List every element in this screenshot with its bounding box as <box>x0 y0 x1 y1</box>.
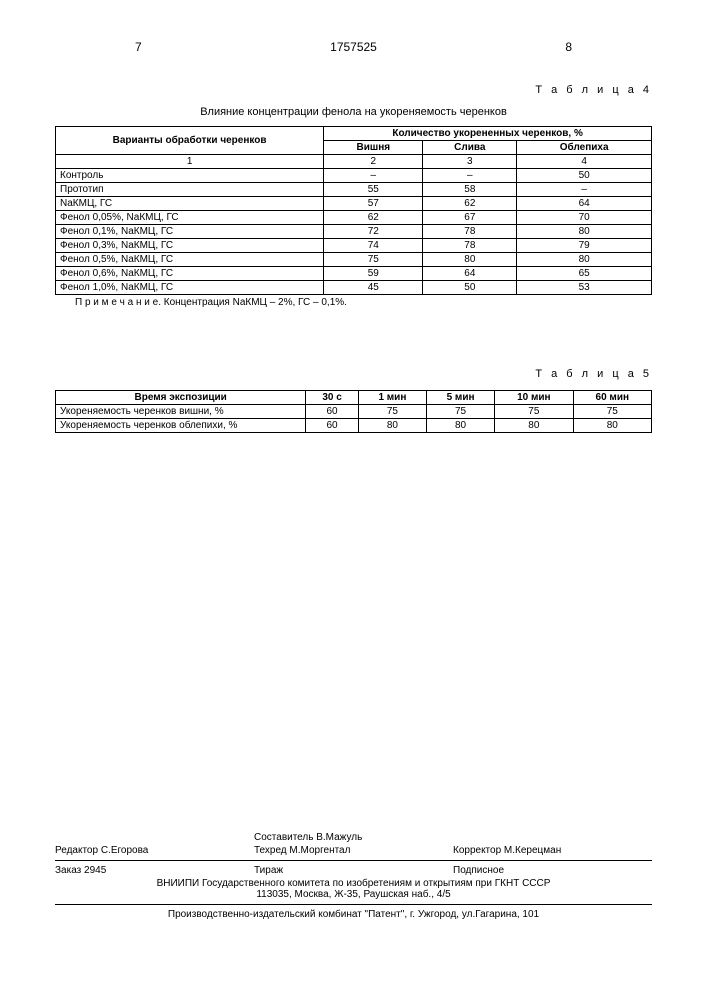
variant-cell: Фенол 0,6%, NaКМЦ, ГС <box>56 267 324 281</box>
data-cell: 65 <box>517 267 652 281</box>
table4: Варианты обработки черенков Количество у… <box>55 126 652 295</box>
page-number-right: 8 <box>565 40 572 54</box>
table-row: Прототип5558– <box>56 183 652 197</box>
data-cell: 50 <box>423 281 517 295</box>
num-cell: 1 <box>56 155 324 169</box>
time-cell: 30 с <box>306 391 359 405</box>
val-cell: 75 <box>358 405 426 419</box>
sostavitel: Составитель В.Мажуль <box>254 832 453 843</box>
org-line1: ВНИИПИ Государственного комитета по изоб… <box>55 878 652 889</box>
data-cell: 75 <box>324 253 423 267</box>
val-cell: 60 <box>306 419 359 433</box>
data-cell: 80 <box>517 225 652 239</box>
zakaz: Заказ 2945 <box>55 865 254 876</box>
col-group: Количество укорененных черенков, % <box>324 127 652 141</box>
table-row: Контроль––50 <box>56 169 652 183</box>
col-time: Время экспозиции <box>56 391 306 405</box>
data-cell: 78 <box>423 239 517 253</box>
table5: Время экспозиции 30 с 1 мин 5 мин 10 мин… <box>55 390 652 433</box>
table-row: Укореняемость черенков вишни, % 60 75 75… <box>56 405 652 419</box>
num-cell: 2 <box>324 155 423 169</box>
val-cell: 75 <box>426 405 494 419</box>
data-cell: 53 <box>517 281 652 295</box>
data-cell: 78 <box>423 225 517 239</box>
data-cell: – <box>517 183 652 197</box>
data-cell: 64 <box>517 197 652 211</box>
col-variant: Варианты обработки черенков <box>56 127 324 155</box>
data-cell: 67 <box>423 211 517 225</box>
footer: Составитель В.Мажуль Редактор С.Егорова … <box>55 832 652 920</box>
table-row: Варианты обработки черенков Количество у… <box>56 127 652 141</box>
variant-cell: Фенол 0,05%, NaКМЦ, ГС <box>56 211 324 225</box>
table4-note: П р и м е ч а н и е. Концентрация NaКМЦ … <box>55 297 652 308</box>
table-row: Фенол 0,3%, NaКМЦ, ГС747879 <box>56 239 652 253</box>
data-cell: 55 <box>324 183 423 197</box>
data-cell: 57 <box>324 197 423 211</box>
table5-label: Т а б л и ц а 5 <box>55 368 652 380</box>
data-cell: 80 <box>423 253 517 267</box>
row-label: Укореняемость черенков облепихи, % <box>56 419 306 433</box>
time-cell: 10 мин <box>495 391 573 405</box>
data-cell: 58 <box>423 183 517 197</box>
val-cell: 80 <box>358 419 426 433</box>
time-cell: 60 мин <box>573 391 651 405</box>
table-row: Фенол 0,6%, NaКМЦ, ГС596465 <box>56 267 652 281</box>
table-row: Фенол 1,0%, NaКМЦ, ГС455053 <box>56 281 652 295</box>
data-cell: – <box>324 169 423 183</box>
data-cell: 62 <box>324 211 423 225</box>
table-row: Укореняемость черенков облепихи, % 60 80… <box>56 419 652 433</box>
redaktor: Редактор С.Егорова <box>55 845 254 856</box>
data-cell: 79 <box>517 239 652 253</box>
data-cell: 64 <box>423 267 517 281</box>
val-cell: 60 <box>306 405 359 419</box>
variant-cell: Фенол 0,1%, NaКМЦ, ГС <box>56 225 324 239</box>
table4-caption: Влияние концентрации фенола на укореняем… <box>55 106 652 118</box>
table-row: Фенол 0,5%, NaКМЦ, ГС758080 <box>56 253 652 267</box>
data-cell: 50 <box>517 169 652 183</box>
data-cell: 59 <box>324 267 423 281</box>
variant-cell: Фенол 0,5%, NaКМЦ, ГС <box>56 253 324 267</box>
variant-cell: Контроль <box>56 169 324 183</box>
table-row: 1 2 3 4 <box>56 155 652 169</box>
time-cell: 1 мин <box>358 391 426 405</box>
variant-cell: Фенол 1,0%, NaКМЦ, ГС <box>56 281 324 295</box>
table-row: Время экспозиции 30 с 1 мин 5 мин 10 мин… <box>56 391 652 405</box>
tirazh: Тираж <box>254 865 453 876</box>
table-row: NaКМЦ, ГС576264 <box>56 197 652 211</box>
val-cell: 80 <box>495 419 573 433</box>
podpisnoe: Подписное <box>453 865 652 876</box>
variant-cell: Прототип <box>56 183 324 197</box>
variant-cell: NaКМЦ, ГС <box>56 197 324 211</box>
data-cell: 62 <box>423 197 517 211</box>
data-cell: 45 <box>324 281 423 295</box>
korrektor: Корректор М.Керецман <box>453 845 652 856</box>
data-cell: 80 <box>517 253 652 267</box>
sub-col: Вишня <box>324 141 423 155</box>
data-cell: 72 <box>324 225 423 239</box>
row-label: Укореняемость черенков вишни, % <box>56 405 306 419</box>
org-line2: 113035, Москва, Ж-35, Раушская наб., 4/5 <box>55 889 652 900</box>
sub-col: Облепиха <box>517 141 652 155</box>
val-cell: 75 <box>573 405 651 419</box>
num-cell: 4 <box>517 155 652 169</box>
data-cell: 70 <box>517 211 652 225</box>
prod-line: Производственно-издательский комбинат "П… <box>55 909 652 920</box>
sub-col: Слива <box>423 141 517 155</box>
page-header: 7 1757525 8 <box>55 40 652 54</box>
page-number-left: 7 <box>135 40 142 54</box>
data-cell: 74 <box>324 239 423 253</box>
doc-number: 1757525 <box>330 40 377 54</box>
table-row: Фенол 0,05%, NaКМЦ, ГС626770 <box>56 211 652 225</box>
table-row: Фенол 0,1%, NaКМЦ, ГС727880 <box>56 225 652 239</box>
table4-label: Т а б л и ц а 4 <box>55 84 652 96</box>
val-cell: 75 <box>495 405 573 419</box>
data-cell: – <box>423 169 517 183</box>
num-cell: 3 <box>423 155 517 169</box>
val-cell: 80 <box>573 419 651 433</box>
variant-cell: Фенол 0,3%, NaКМЦ, ГС <box>56 239 324 253</box>
time-cell: 5 мин <box>426 391 494 405</box>
val-cell: 80 <box>426 419 494 433</box>
techred: Техред М.Моргентал <box>254 845 453 856</box>
